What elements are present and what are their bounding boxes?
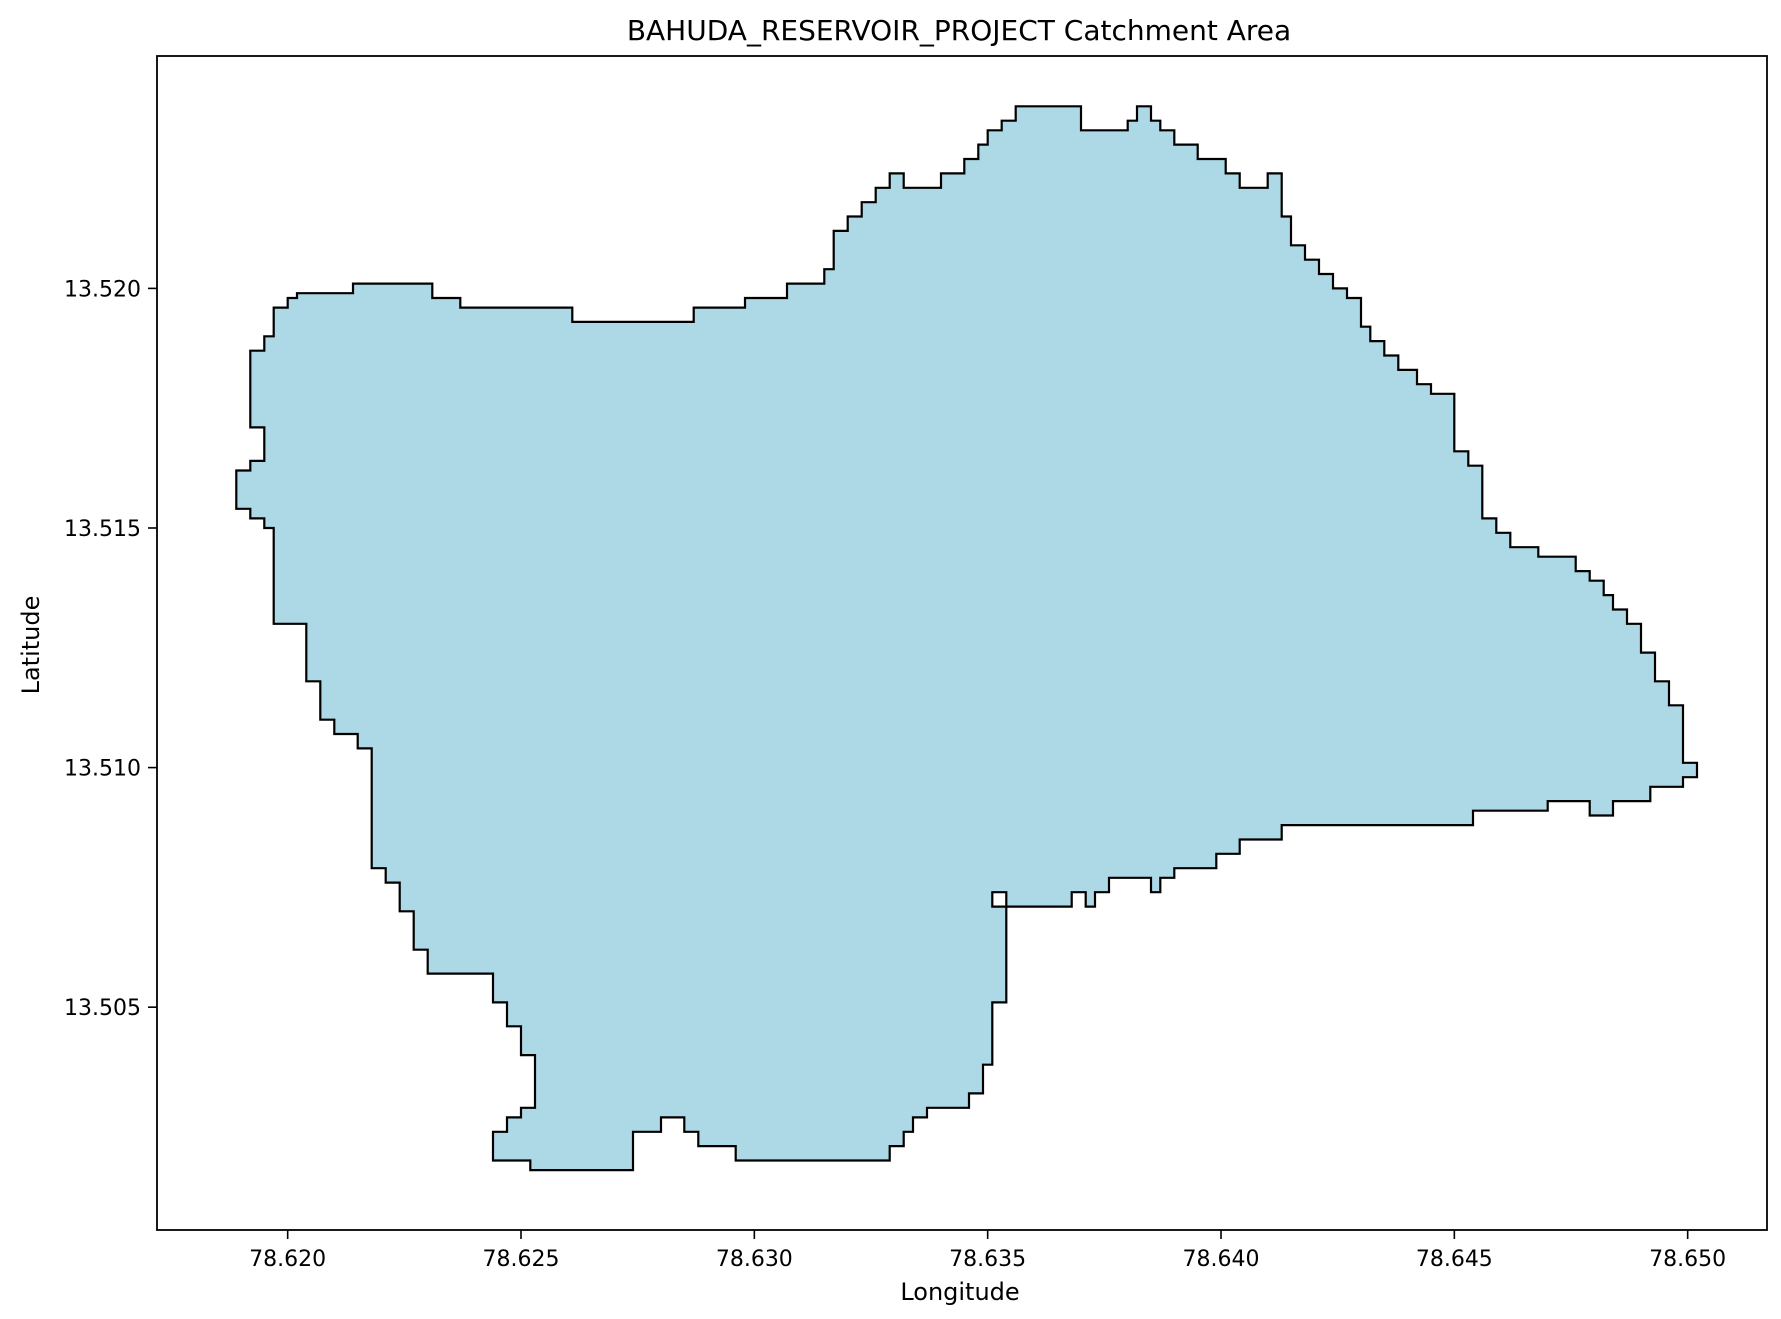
x-tick-label: 78.650 [1649, 1247, 1726, 1272]
y-tick-label: 13.505 [64, 996, 141, 1021]
y-tick-label: 13.520 [64, 277, 141, 302]
x-tick-label: 78.625 [483, 1247, 560, 1272]
x-tick-label: 78.645 [1416, 1247, 1493, 1272]
x-tick-label: 78.635 [949, 1247, 1026, 1272]
chart-title: BAHUDA_RESERVOIR_PROJECT Catchment Area [627, 14, 1291, 47]
plot-area [156, 55, 1768, 1231]
x-tick-label: 78.640 [1183, 1247, 1260, 1272]
x-tick-label: 78.620 [249, 1247, 326, 1272]
x-axis-label: Longitude [900, 1278, 1019, 1306]
y-tick-label: 13.515 [64, 517, 141, 542]
x-tick-label: 78.630 [716, 1247, 793, 1272]
axes-frame [156, 55, 1768, 1231]
catchment-area-polygon [235, 105, 1699, 1172]
y-axis: 13.505 13.510 13.515 13.520 [64, 277, 157, 1021]
y-tick-label: 13.510 [64, 757, 141, 782]
y-axis-label: Latitude [17, 596, 45, 695]
x-axis: 78.620 78.625 78.630 78.635 78.640 78.645 78.6… [249, 1230, 1726, 1272]
